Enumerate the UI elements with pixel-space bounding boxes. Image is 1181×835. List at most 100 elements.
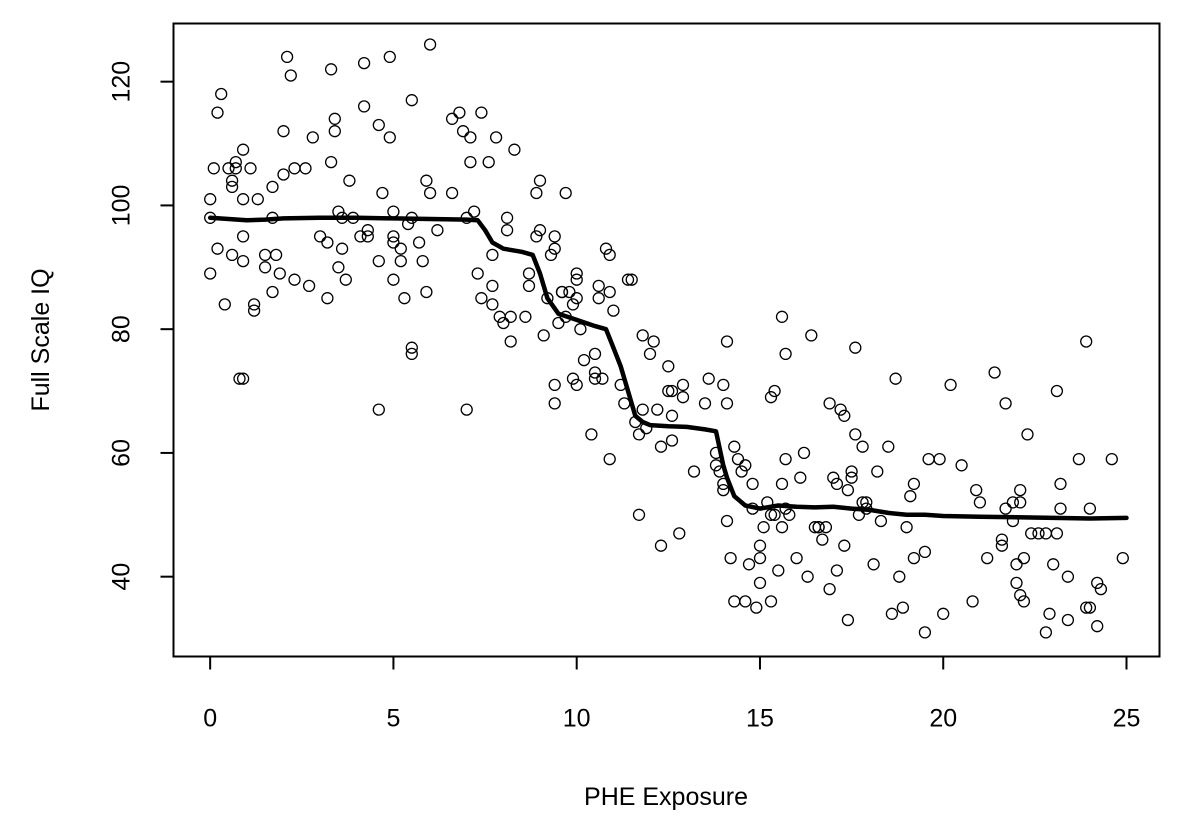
- data-point: [746, 477, 759, 491]
- data-point: [933, 452, 946, 466]
- data-point: [955, 459, 968, 472]
- data-point: [475, 292, 488, 305]
- data-point: [247, 298, 261, 311]
- data-point: [801, 570, 814, 583]
- data-point: [445, 112, 459, 125]
- data-point: [357, 56, 371, 70]
- data-point: [904, 490, 917, 503]
- data-point: [387, 236, 400, 249]
- data-point: [753, 539, 767, 552]
- data-point: [284, 69, 297, 82]
- data-point: [665, 384, 679, 398]
- data-point: [225, 174, 239, 187]
- data-point: [464, 155, 477, 169]
- data-point: [889, 372, 902, 385]
- data-point: [753, 576, 767, 590]
- data-point: [973, 496, 987, 509]
- x-tick-label: 20: [929, 705, 957, 733]
- data-point: [893, 570, 906, 583]
- data-point: [918, 545, 932, 559]
- data-point: [896, 601, 910, 614]
- data-point: [937, 607, 950, 620]
- data-point: [970, 483, 983, 497]
- data-point: [236, 372, 250, 385]
- data-point: [662, 384, 675, 398]
- data-point: [618, 397, 631, 410]
- data-point: [486, 298, 499, 311]
- data-point: [698, 397, 712, 410]
- x-axis: 0 5 10 15 20 25: [203, 655, 1140, 733]
- data-point: [497, 316, 510, 330]
- data-point: [211, 106, 224, 119]
- data-point: [849, 428, 862, 441]
- data-point: [222, 162, 235, 175]
- data-point: [500, 211, 514, 224]
- data-point: [574, 323, 587, 336]
- data-point: [720, 514, 734, 528]
- data-point: [1014, 483, 1027, 497]
- data-point: [907, 477, 921, 491]
- data-point: [636, 329, 649, 342]
- data-point: [1006, 496, 1020, 509]
- data-point: [1116, 551, 1129, 565]
- data-point: [548, 230, 561, 243]
- data-point: [654, 440, 668, 453]
- data-point: [445, 186, 459, 200]
- data-point: [768, 384, 781, 398]
- data-point: [398, 292, 411, 305]
- data-point: [423, 186, 437, 200]
- data-point: [332, 205, 345, 218]
- y-tick-label: 80: [108, 315, 136, 343]
- data-point: [236, 230, 250, 243]
- data-point: [423, 38, 437, 51]
- data-point: [215, 87, 228, 101]
- data-point: [739, 595, 752, 608]
- data-point: [247, 304, 261, 317]
- data-point: [387, 230, 400, 243]
- data-point: [995, 539, 1009, 552]
- data-point: [757, 521, 770, 534]
- data-point: [412, 236, 426, 249]
- data-point: [266, 180, 279, 194]
- data-point: [702, 372, 715, 385]
- data-point: [1080, 601, 1093, 614]
- data-point: [728, 595, 741, 608]
- data-point: [1061, 613, 1075, 627]
- data-point: [504, 335, 517, 348]
- data-point: [1014, 496, 1027, 509]
- data-point: [258, 248, 272, 262]
- data-point: [775, 310, 789, 323]
- data-point: [838, 409, 851, 422]
- x-tick-label: 0: [203, 705, 217, 733]
- data-point: [735, 465, 748, 478]
- data-point: [233, 372, 246, 385]
- data-point: [717, 483, 730, 497]
- data-point: [830, 477, 844, 491]
- data-point: [1091, 576, 1104, 590]
- data-point: [339, 273, 352, 286]
- data-point: [570, 267, 583, 280]
- x-tick-label: 15: [746, 705, 774, 733]
- data-point: [662, 360, 675, 373]
- data-point: [500, 224, 514, 237]
- data-point: [739, 459, 752, 472]
- data-point: [1014, 589, 1027, 602]
- data-point: [882, 440, 895, 453]
- data-point: [229, 162, 242, 175]
- data-point: [764, 391, 778, 404]
- data-point: [566, 298, 580, 311]
- data-point: [236, 193, 250, 206]
- data-point: [548, 242, 561, 255]
- data-point: [687, 465, 701, 478]
- data-point: [489, 131, 503, 144]
- data-point: [731, 452, 745, 466]
- data-point: [321, 292, 334, 305]
- data-point: [720, 335, 734, 348]
- data-point: [313, 230, 327, 243]
- data-point: [555, 285, 569, 299]
- data-point: [1043, 607, 1056, 620]
- data-point: [592, 292, 605, 305]
- data-point: [885, 607, 899, 620]
- data-point: [1032, 527, 1045, 540]
- data-point: [383, 50, 396, 64]
